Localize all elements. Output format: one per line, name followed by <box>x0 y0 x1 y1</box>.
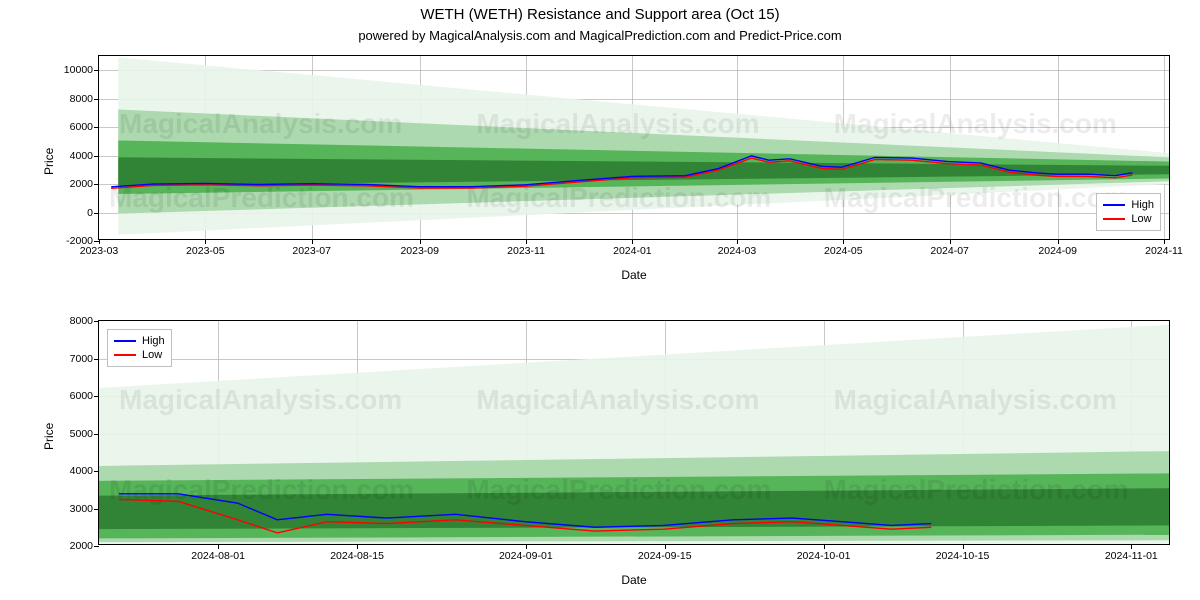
support-resistance-bands <box>99 321 1169 544</box>
y-tick-label: 3000 <box>70 503 93 515</box>
x-tick-label: 2024-09-01 <box>499 550 553 562</box>
x-tick-label: 2024-10-15 <box>936 550 990 562</box>
x-tick-label: 2024-01 <box>613 245 652 257</box>
legend-item: High <box>114 334 165 348</box>
chart-subtitle: powered by MagicalAnalysis.com and Magic… <box>0 28 1200 43</box>
watermark-text: MagicalPrediction.com <box>109 182 414 214</box>
y-tick-label: 5000 <box>70 428 93 440</box>
x-tick-label: 2024-11-01 <box>1105 550 1158 562</box>
legend-swatch <box>114 354 136 356</box>
x-tick-label: 2023-09 <box>400 245 439 257</box>
watermark-text: MagicalAnalysis.com <box>834 384 1117 416</box>
watermark-text: MagicalPrediction.com <box>466 474 771 506</box>
watermark-text: MagicalAnalysis.com <box>119 108 402 140</box>
x-tick-label: 2023-11 <box>507 245 545 257</box>
y-tick-label: 4000 <box>70 465 93 477</box>
x-tick-label: 2024-03 <box>718 245 757 257</box>
chart-title: WETH (WETH) Resistance and Support area … <box>0 6 1200 23</box>
y-tick-label: 2000 <box>70 540 93 552</box>
legend-swatch <box>114 340 136 342</box>
y-tick-label: 8000 <box>70 315 93 327</box>
bottom-x-axis-label: Date <box>98 573 1170 587</box>
x-tick-label: 2024-11 <box>1145 245 1183 257</box>
legend-label: Low <box>142 348 162 362</box>
y-tick-label: 10000 <box>64 64 93 76</box>
bottom-chart-panel: 20003000400050006000700080002024-08-0120… <box>98 320 1170 545</box>
chart-page: { "title": {"text": "WETH (WETH) Resista… <box>0 0 1200 600</box>
y-tick-label: 0 <box>87 207 93 219</box>
series-high <box>111 156 1132 187</box>
legend: HighLow <box>1096 193 1161 231</box>
top-chart-panel: -200002000400060008000100002023-032023-0… <box>98 55 1170 240</box>
legend-item: High <box>1103 198 1154 212</box>
x-tick-label: 2023-03 <box>80 245 119 257</box>
x-tick-label: 2024-08-15 <box>330 550 384 562</box>
x-tick-label: 2023-07 <box>292 245 331 257</box>
watermark-text: MagicalAnalysis.com <box>119 384 402 416</box>
x-tick-label: 2023-05 <box>186 245 225 257</box>
x-tick-label: 2024-10-01 <box>797 550 851 562</box>
x-tick-label: 2024-07 <box>930 245 969 257</box>
y-tick-label: 6000 <box>70 390 93 402</box>
watermark-text: MagicalPrediction.com <box>824 182 1129 214</box>
legend: HighLow <box>107 329 172 367</box>
legend-swatch <box>1103 204 1125 206</box>
legend-label: High <box>1131 198 1154 212</box>
legend-item: Low <box>1103 212 1154 226</box>
x-tick-label: 2024-09 <box>1038 245 1077 257</box>
watermark-text: MagicalAnalysis.com <box>476 384 759 416</box>
legend-swatch <box>1103 218 1125 220</box>
y-tick-label: 4000 <box>70 150 93 162</box>
legend-label: High <box>142 334 165 348</box>
legend-item: Low <box>114 348 165 362</box>
x-tick-label: 2024-05 <box>824 245 863 257</box>
top-x-axis-label: Date <box>98 268 1170 282</box>
watermark-text: MagicalPrediction.com <box>824 474 1129 506</box>
watermark-text: MagicalAnalysis.com <box>834 108 1117 140</box>
y-tick-label: 2000 <box>70 178 93 190</box>
watermark-text: MagicalPrediction.com <box>109 474 414 506</box>
price-lines <box>99 321 1169 544</box>
watermark-text: MagicalPrediction.com <box>466 182 771 214</box>
y-tick-label: 8000 <box>70 93 93 105</box>
legend-label: Low <box>1131 212 1151 226</box>
y-tick-label: 6000 <box>70 121 93 133</box>
watermark-text: MagicalAnalysis.com <box>476 108 759 140</box>
x-tick-label: 2024-09-15 <box>638 550 692 562</box>
y-tick-label: 7000 <box>70 353 93 365</box>
x-tick-label: 2024-08-01 <box>191 550 245 562</box>
top-y-axis-label: Price <box>42 148 56 175</box>
bottom-y-axis-label: Price <box>42 423 56 450</box>
